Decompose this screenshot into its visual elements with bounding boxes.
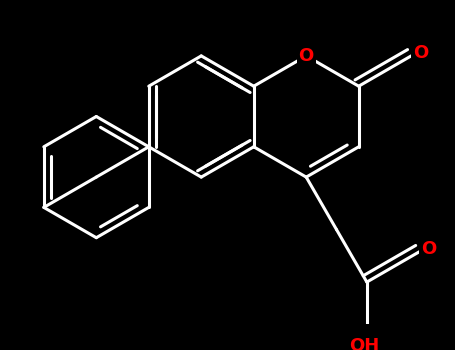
Text: O: O <box>298 47 314 65</box>
Text: O: O <box>421 240 436 258</box>
Text: OH: OH <box>349 337 379 350</box>
Text: O: O <box>413 44 428 62</box>
